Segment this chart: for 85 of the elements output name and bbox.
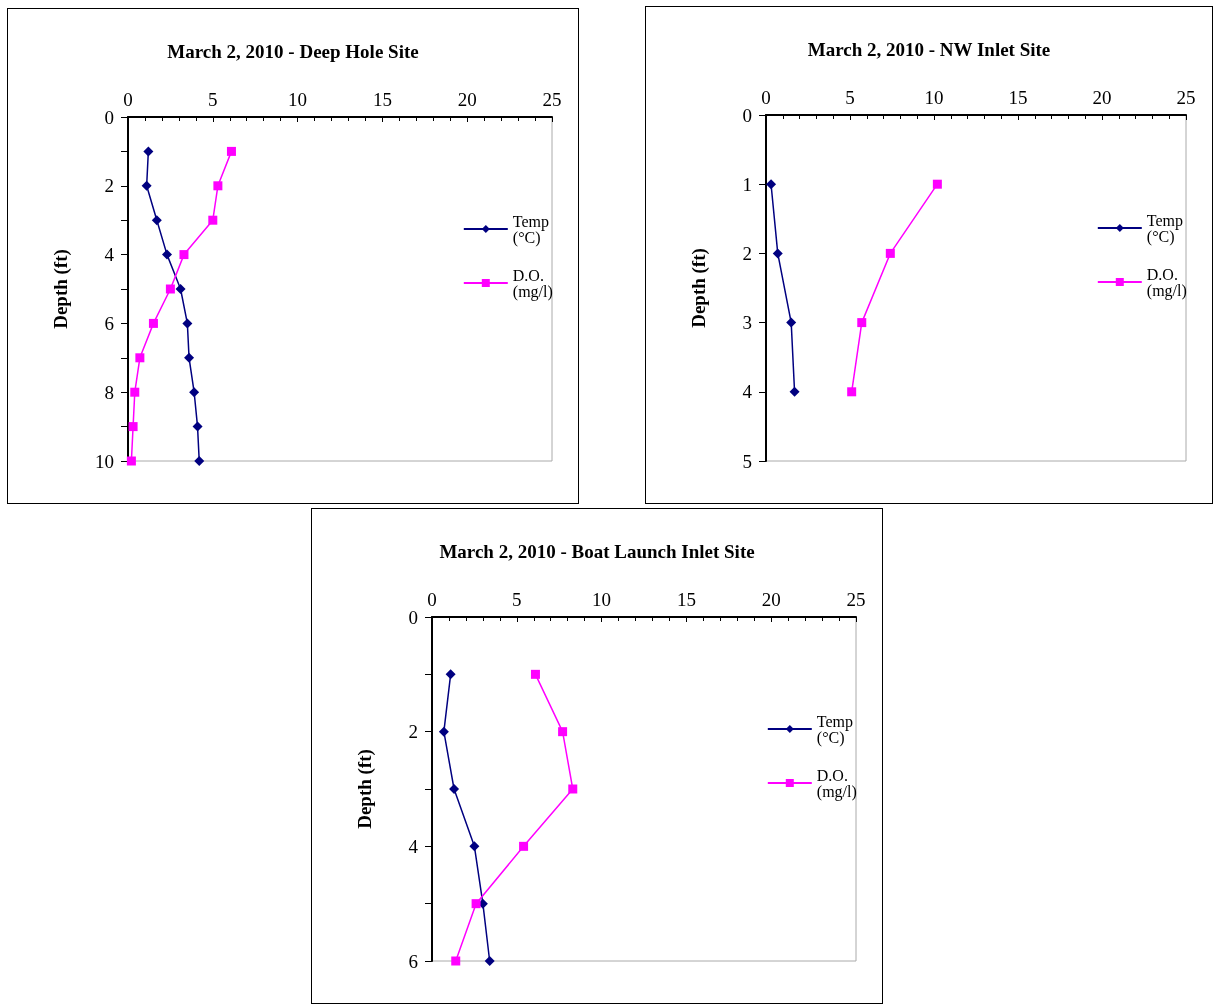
x-tick-label: 15 xyxy=(372,89,392,110)
chart-title: March 2, 2010 - Deep Hole Site xyxy=(167,41,419,62)
point xyxy=(175,284,186,294)
point xyxy=(192,421,203,432)
legend-label: Temp (°C) xyxy=(816,712,857,747)
y-tick-label: 6 xyxy=(104,312,114,334)
y-tick-label: 0 xyxy=(742,104,752,126)
point xyxy=(151,215,162,226)
x-tick-label: 10 xyxy=(288,89,308,110)
point xyxy=(165,284,175,294)
point xyxy=(184,352,195,363)
y-tick-label: 8 xyxy=(104,381,114,403)
point xyxy=(530,669,540,679)
y-tick-label: 3 xyxy=(742,312,752,334)
x-tick-label: 25 xyxy=(542,89,562,110)
point xyxy=(469,841,480,852)
x-tick-label: 15 xyxy=(676,589,696,610)
x-tick-label: 25 xyxy=(846,589,866,610)
point xyxy=(451,956,461,966)
legend-label: D.O. (mg/l) xyxy=(816,766,857,801)
y-axis-title: Depth (ft) xyxy=(50,249,72,329)
x-tick-label: 25 xyxy=(1176,87,1196,108)
y-tick-label: 0 xyxy=(408,606,418,628)
x-tick-label: 10 xyxy=(592,589,612,610)
x-tick-label: 5 xyxy=(512,589,522,610)
point xyxy=(141,180,152,191)
point xyxy=(786,317,797,328)
point xyxy=(885,248,895,258)
y-tick-label: 2 xyxy=(408,721,418,743)
legend-label: D.O. (mg/l) xyxy=(1146,265,1187,300)
point xyxy=(449,784,460,794)
point xyxy=(189,387,200,398)
point xyxy=(445,669,456,680)
y-tick-label: 4 xyxy=(742,381,753,403)
y-tick-label: 4 xyxy=(104,244,115,266)
point xyxy=(143,146,154,157)
point xyxy=(847,387,857,397)
legend-label: D.O. (mg/l) xyxy=(512,266,553,301)
point xyxy=(558,727,568,737)
point xyxy=(179,250,189,260)
chart-title: March 2, 2010 - Boat Launch Inlet Site xyxy=(439,541,755,562)
point xyxy=(182,318,193,329)
point xyxy=(857,318,867,328)
point xyxy=(519,841,529,851)
point xyxy=(162,249,173,260)
point xyxy=(438,726,449,737)
y-tick-label: 1 xyxy=(742,173,752,195)
y-tick-label: 4 xyxy=(408,835,419,857)
x-tick-label: 5 xyxy=(208,89,218,110)
legend-label: Temp (°C) xyxy=(1146,211,1187,246)
legend-label: Temp (°C) xyxy=(512,212,553,247)
point xyxy=(226,146,236,156)
x-tick-label: 20 xyxy=(1092,87,1112,108)
point xyxy=(568,784,578,794)
point xyxy=(208,215,218,225)
point xyxy=(194,456,205,466)
point xyxy=(471,899,481,909)
x-tick-label: 0 xyxy=(761,87,771,108)
point xyxy=(789,386,800,397)
y-tick-label: 2 xyxy=(104,175,114,197)
x-tick-label: 5 xyxy=(845,87,855,108)
point xyxy=(484,956,495,966)
x-tick-label: 0 xyxy=(427,589,437,610)
point xyxy=(128,422,138,432)
x-tick-label: 20 xyxy=(457,89,477,110)
point xyxy=(148,318,158,328)
y-tick-label: 0 xyxy=(104,106,114,128)
y-tick-label: 10 xyxy=(95,450,114,472)
y-tick-label: 2 xyxy=(742,242,752,264)
point xyxy=(766,179,777,190)
point xyxy=(130,387,140,397)
point xyxy=(126,456,136,466)
point xyxy=(213,181,223,191)
y-tick-label: 6 xyxy=(408,950,418,972)
x-tick-label: 15 xyxy=(1008,87,1028,108)
x-tick-label: 20 xyxy=(761,589,781,610)
point xyxy=(932,179,942,189)
y-axis-title: Depth (ft) xyxy=(688,248,710,328)
y-axis-title: Depth (ft) xyxy=(354,749,376,829)
y-tick-label: 5 xyxy=(742,450,752,472)
x-tick-label: 10 xyxy=(924,87,944,108)
point xyxy=(135,353,145,363)
chart-title: March 2, 2010 - NW Inlet Site xyxy=(807,39,1051,60)
point xyxy=(772,248,783,259)
x-tick-label: 0 xyxy=(123,89,133,110)
